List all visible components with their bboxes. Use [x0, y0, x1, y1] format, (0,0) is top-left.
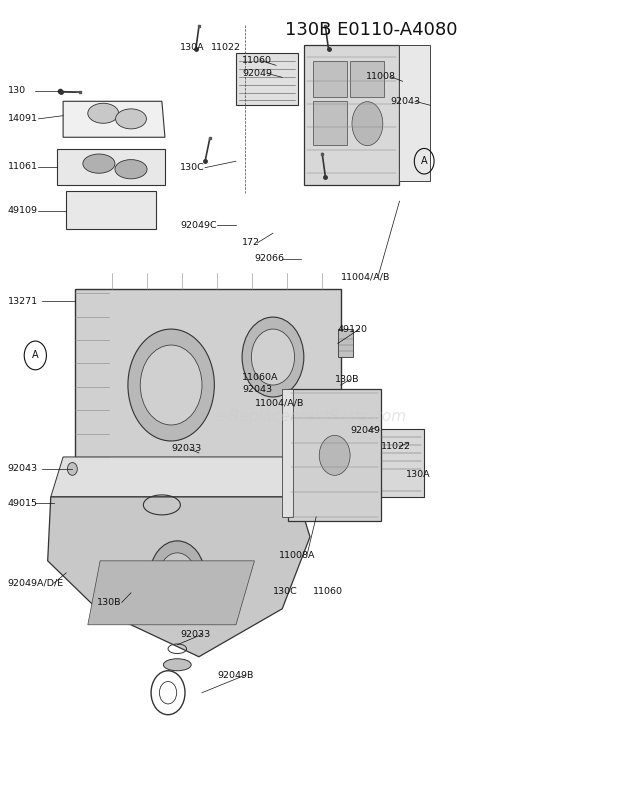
Ellipse shape	[159, 553, 196, 601]
Text: 130B: 130B	[97, 598, 122, 607]
Bar	[66, 191, 156, 229]
Text: 92043: 92043	[242, 385, 272, 395]
Polygon shape	[288, 389, 381, 520]
Text: 92033: 92033	[171, 444, 202, 453]
Ellipse shape	[115, 160, 147, 179]
Text: 130C: 130C	[273, 587, 298, 596]
Text: 11060: 11060	[313, 587, 343, 596]
Text: 92033: 92033	[180, 630, 211, 639]
Text: 130B E0110-A4080: 130B E0110-A4080	[285, 22, 458, 39]
Text: 14091: 14091	[7, 115, 38, 124]
Circle shape	[68, 463, 78, 476]
Bar	[313, 101, 347, 145]
Polygon shape	[48, 497, 310, 657]
Text: 49109: 49109	[7, 206, 38, 215]
Text: A: A	[421, 156, 428, 166]
Text: 130C: 130C	[180, 163, 205, 172]
Ellipse shape	[352, 102, 383, 146]
Polygon shape	[51, 457, 372, 497]
Text: 92049: 92049	[242, 69, 272, 78]
Ellipse shape	[88, 103, 118, 124]
Text: 172: 172	[242, 238, 260, 247]
Ellipse shape	[242, 317, 304, 397]
Text: 11008: 11008	[366, 72, 396, 81]
Text: 92043: 92043	[7, 464, 38, 473]
Ellipse shape	[115, 109, 146, 129]
Ellipse shape	[319, 435, 350, 476]
Text: 11022: 11022	[211, 43, 241, 52]
Polygon shape	[63, 101, 165, 137]
Text: 92043: 92043	[390, 97, 420, 106]
Text: 11060: 11060	[242, 56, 272, 65]
Bar	[350, 61, 384, 97]
Text: 130B: 130B	[335, 375, 359, 384]
Polygon shape	[304, 46, 399, 185]
Ellipse shape	[83, 154, 115, 173]
Text: 92049A/D/E: 92049A/D/E	[7, 579, 64, 588]
Text: 11008A: 11008A	[279, 551, 316, 560]
Polygon shape	[378, 429, 424, 497]
Bar	[338, 329, 353, 357]
Ellipse shape	[149, 541, 205, 613]
Text: 49120: 49120	[338, 325, 368, 334]
Polygon shape	[57, 149, 165, 185]
Polygon shape	[88, 561, 254, 625]
Text: e-ReplacementParts.com: e-ReplacementParts.com	[214, 410, 406, 424]
Polygon shape	[399, 46, 430, 181]
Text: 92066: 92066	[254, 254, 285, 263]
Text: 92049C: 92049C	[180, 221, 217, 229]
Polygon shape	[282, 389, 293, 516]
Text: 49015: 49015	[7, 499, 38, 508]
Text: A: A	[32, 350, 38, 360]
Text: 11004/A/B: 11004/A/B	[341, 273, 390, 282]
Ellipse shape	[128, 329, 215, 441]
Text: 92049: 92049	[350, 426, 380, 435]
Text: 11022: 11022	[381, 442, 411, 451]
Bar	[313, 61, 347, 97]
Text: 130A: 130A	[180, 43, 205, 52]
Polygon shape	[236, 54, 298, 105]
Ellipse shape	[140, 345, 202, 425]
Text: 11004/A/B: 11004/A/B	[254, 398, 304, 407]
Polygon shape	[76, 289, 341, 465]
Text: 13271: 13271	[7, 297, 38, 306]
Text: 130: 130	[7, 87, 25, 95]
Text: 92049B: 92049B	[218, 670, 254, 679]
Ellipse shape	[164, 658, 191, 670]
Text: 11060A: 11060A	[242, 372, 278, 382]
Ellipse shape	[251, 329, 294, 385]
Text: 130A: 130A	[405, 470, 430, 479]
Text: 11061: 11061	[7, 162, 38, 172]
